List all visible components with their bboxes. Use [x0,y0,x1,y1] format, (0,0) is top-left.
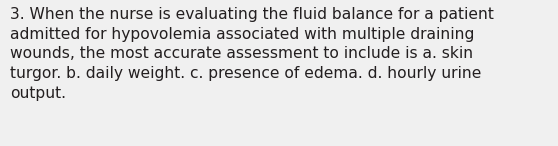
Text: 3. When the nurse is evaluating the fluid balance for a patient
admitted for hyp: 3. When the nurse is evaluating the flui… [10,7,494,101]
